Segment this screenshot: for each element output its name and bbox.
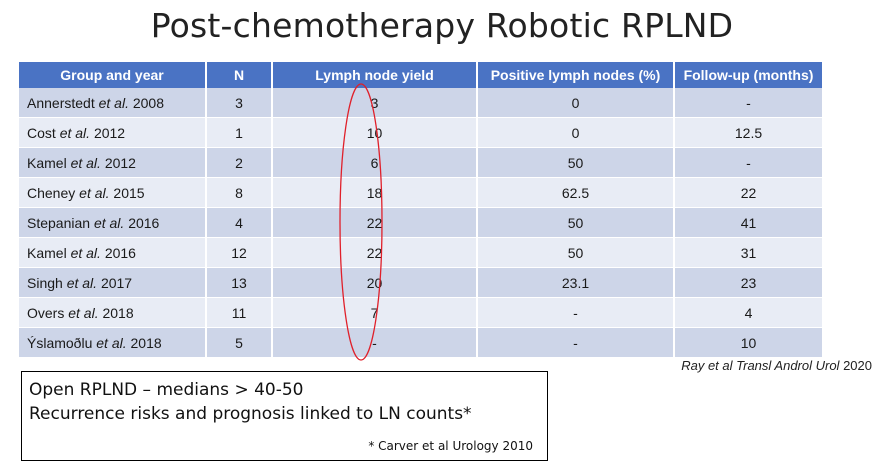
cell-year: 2016 xyxy=(104,244,136,261)
cell-et-al: et al. xyxy=(79,184,110,201)
cell-follow-up: 12.5 xyxy=(674,117,824,148)
cell-group-year: Annerstedt et al. 2008 xyxy=(19,88,207,118)
citation-text: Ray et al Transl Androl Urol xyxy=(681,358,840,373)
cell-n: 4 xyxy=(206,207,273,238)
cell-year: 2017 xyxy=(100,274,133,291)
header-n: N xyxy=(206,62,273,88)
cell-author: Overs xyxy=(27,304,65,321)
cell-et-al: et al. xyxy=(68,304,99,321)
cell-n: 5 xyxy=(206,327,273,358)
cell-author: Cheney xyxy=(27,184,76,201)
note-line-2: Recurrence risks and prognosis linked to… xyxy=(29,404,472,424)
cell-n: 1 xyxy=(206,117,273,148)
cell-follow-up: 23 xyxy=(674,267,824,298)
table-row: Annerstedt et al. 2008 3 3 0- xyxy=(19,88,824,118)
cell-group-year: Cost et al. 2012 xyxy=(19,117,207,148)
cell-group-year: Stepanian et al. 2016 xyxy=(19,207,207,238)
cell-follow-up: - xyxy=(674,88,824,118)
table-row: Kamel et al. 2016 12 22 50 31 xyxy=(19,237,824,268)
cell-positive-nodes: 0 xyxy=(477,88,675,118)
cell-group-year: Overs et al. 2018 xyxy=(19,297,207,328)
cell-group-year: Kamel et al. 2012 xyxy=(19,147,207,178)
cell-et-al: et al. xyxy=(66,274,98,291)
cell-author: Kamel xyxy=(27,244,67,261)
table-row: Cheney et al. 2015 8 18 62.5 22 xyxy=(19,177,824,208)
cell-year: 2018 xyxy=(102,304,134,321)
studies-table: Group and year N Lymph node yield Positi… xyxy=(19,62,824,358)
cell-lymph-node-yield: 10 xyxy=(272,117,478,148)
cell-follow-up: - xyxy=(674,147,824,178)
cell-positive-nodes: 50 xyxy=(477,237,675,268)
cell-positive-nodes: - xyxy=(477,297,675,328)
cell-year: 2012 xyxy=(104,154,136,171)
cell-follow-up: 10 xyxy=(674,327,824,358)
slide-title: Post-chemotherapy Robotic RPLND xyxy=(150,6,734,45)
header-positive-nodes: Positive lymph nodes (%) xyxy=(477,62,675,88)
cell-positive-nodes: 50 xyxy=(477,207,675,238)
table-header-row: Group and year N Lymph node yield Positi… xyxy=(19,62,824,88)
cell-author: Stepanian xyxy=(27,214,91,231)
cell-group-year: Singh et al. 2017 xyxy=(19,267,207,298)
cell-et-al: et al. xyxy=(59,124,91,141)
cell-lymph-node-yield: 22 xyxy=(272,237,478,268)
cell-positive-nodes: - xyxy=(477,327,675,358)
header-lymph-node-yield: Lymph node yield xyxy=(272,62,478,88)
cell-author: Singh xyxy=(27,274,63,291)
cell-lymph-node-yield: 6 xyxy=(272,147,478,178)
cell-n: 3 xyxy=(206,88,273,118)
cell-group-year: Kamel et al. 2016 xyxy=(19,237,207,268)
cell-follow-up: 4 xyxy=(674,297,824,328)
cell-n: 8 xyxy=(206,177,273,208)
cell-positive-nodes: 50 xyxy=(477,147,675,178)
cell-year: 2018 xyxy=(130,334,162,351)
cell-lymph-node-yield: 22 xyxy=(272,207,478,238)
cell-lymph-node-yield: 3 xyxy=(272,88,478,118)
cell-author: Annerstedt xyxy=(27,94,95,111)
cell-author: Kamel xyxy=(27,154,67,171)
cell-positive-nodes: 62.5 xyxy=(477,177,675,208)
cell-et-al: et al. xyxy=(93,214,125,231)
cell-et-al: et al. xyxy=(96,334,127,351)
table-row: Overs et al. 2018 11 7-4 xyxy=(19,297,824,328)
cell-follow-up: 22 xyxy=(674,177,824,208)
cell-et-al: et al. xyxy=(70,244,101,261)
header-follow-up: Follow-up (months) xyxy=(674,62,824,88)
cell-year: 2015 xyxy=(113,184,145,201)
table-row: Singh et al. 2017 13 20 23.1 23 xyxy=(19,267,824,298)
table-row: Ýslamoðlu et al. 2018 5- -10 xyxy=(19,327,824,358)
cell-n: 13 xyxy=(206,267,273,298)
cell-author: Ýslamoðlu xyxy=(27,334,93,351)
cell-follow-up: 41 xyxy=(674,207,824,238)
cell-year: 2012 xyxy=(93,124,126,141)
cell-lymph-node-yield: 20 xyxy=(272,267,478,298)
cell-positive-nodes: 23.1 xyxy=(477,267,675,298)
cell-lymph-node-yield: - xyxy=(272,327,478,358)
cell-group-year: Ýslamoðlu et al. 2018 xyxy=(19,327,207,358)
cell-year: 2016 xyxy=(128,214,160,231)
cell-n: 11 xyxy=(206,297,273,328)
cell-et-al: et al. xyxy=(98,94,129,111)
source-citation: Ray et al Transl Androl Urol 2020 xyxy=(681,358,872,373)
cell-lymph-node-yield: 18 xyxy=(272,177,478,208)
note-line-1: Open RPLND – medians > 40-50 xyxy=(29,380,304,400)
table-row: Stepanian et al. 2016 4 22 50 41 xyxy=(19,207,824,238)
cell-group-year: Cheney et al. 2015 xyxy=(19,177,207,208)
cell-positive-nodes: 0 xyxy=(477,117,675,148)
note-reference: * Carver et al Urology 2010 xyxy=(368,439,533,453)
cell-author: Cost xyxy=(27,124,56,141)
cell-et-al: et al. xyxy=(70,154,101,171)
cell-n: 2 xyxy=(206,147,273,178)
cell-n: 12 xyxy=(206,237,273,268)
table-row: Cost et al. 2012 1 10 0 12.5 xyxy=(19,117,824,148)
cell-follow-up: 31 xyxy=(674,237,824,268)
citation-year: 2020 xyxy=(843,358,872,373)
cell-year: 2008 xyxy=(132,94,165,111)
note-box: Open RPLND – medians > 40-50 Recurrence … xyxy=(21,371,548,461)
header-group-year: Group and year xyxy=(19,62,207,88)
table-row: Kamel et al. 2012 2 6 50- xyxy=(19,147,824,178)
cell-lymph-node-yield: 7 xyxy=(272,297,478,328)
